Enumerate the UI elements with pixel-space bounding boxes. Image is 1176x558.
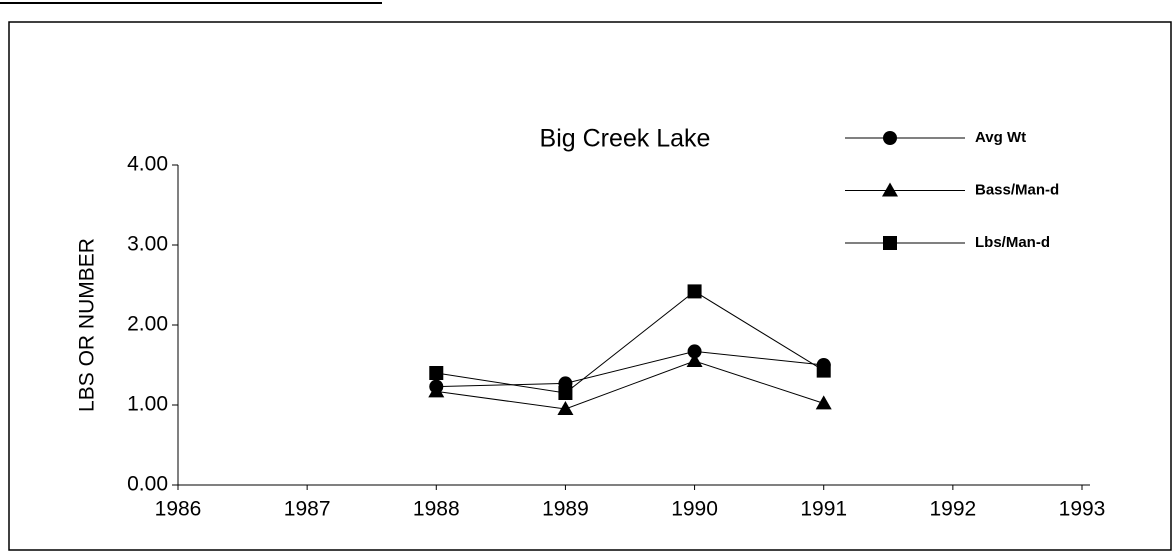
x-tick-label: 1988	[413, 498, 460, 521]
point	[687, 284, 702, 299]
y-tick-label: 4.00	[127, 153, 168, 176]
legend-label: Lbs/Man-d	[975, 234, 1050, 251]
series-line	[436, 350, 824, 388]
legend-label: Bass/Man-d	[975, 181, 1059, 198]
x-tick-label: 1989	[542, 498, 589, 521]
y-tick-label: 3.00	[127, 233, 168, 256]
point	[686, 353, 703, 367]
x-tick-label: 1993	[1059, 498, 1106, 521]
y-axis-label: LBS OR NUMBER	[76, 238, 99, 412]
point	[816, 363, 831, 378]
point	[557, 401, 574, 415]
x-tick-label: 1990	[671, 498, 718, 521]
y-tick-label: 2.00	[127, 313, 168, 336]
series-line	[436, 360, 824, 410]
legend-marker	[883, 236, 897, 250]
x-tick-label: 1992	[929, 498, 976, 521]
x-tick-label: 1986	[155, 498, 202, 521]
point	[815, 395, 832, 410]
x-tick-label: 1991	[800, 498, 847, 521]
y-tick-label: 0.00	[127, 473, 168, 496]
point	[428, 383, 445, 398]
chart-title: Big Creek Lake	[540, 125, 711, 153]
chart-frame	[8, 21, 1172, 551]
point	[429, 366, 444, 380]
legend-marker	[882, 182, 898, 197]
x-tick-label: 1987	[284, 498, 331, 521]
legend-marker	[883, 131, 897, 145]
y-tick-label: 1.00	[127, 393, 168, 416]
legend-label: Avg Wt	[975, 129, 1026, 146]
point	[558, 386, 573, 400]
series-line	[436, 290, 824, 394]
point	[687, 344, 702, 359]
